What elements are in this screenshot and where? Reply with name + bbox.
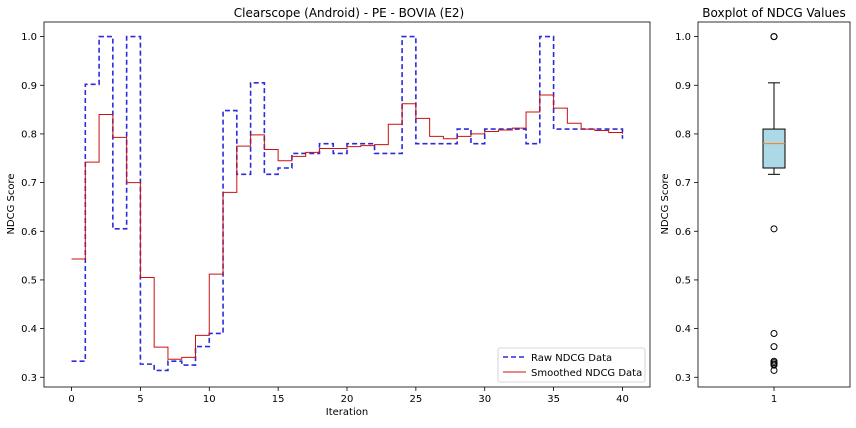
line-chart-x-axis-label: Iteration <box>326 407 368 418</box>
box-chart: Boxplot of NDCG Values 0.30.40.50.60.70.… <box>660 6 851 405</box>
y-tick-label: 1.0 <box>21 32 37 43</box>
outlier-point <box>770 33 778 41</box>
y-tick-label: 0.4 <box>21 324 37 335</box>
box-chart-title: Boxplot of NDCG Values <box>702 6 845 20</box>
legend-box <box>497 347 646 383</box>
line-chart-plot-area <box>71 35 624 372</box>
y-tick-label: 0.3 <box>675 373 691 384</box>
outlier-point <box>770 366 778 374</box>
x-tick-label: 1 <box>771 394 777 405</box>
x-tick-label: 10 <box>203 394 216 405</box>
x-tick-label: 30 <box>478 394 491 405</box>
x-tick-label: 5 <box>137 394 143 405</box>
legend: Raw NDCG Data Smoothed NDCG Data <box>497 347 646 383</box>
x-tick-label: 35 <box>547 394 560 405</box>
x-tick-label: 0 <box>68 394 74 405</box>
smoothed-ndcg-series <box>71 94 623 360</box>
y-tick-label: 0.6 <box>675 227 691 238</box>
x-tick-label: 40 <box>616 394 629 405</box>
legend-raw-label: Raw NDCG Data <box>531 353 612 364</box>
x-tick-label: 20 <box>341 394 354 405</box>
line-chart-y-axis-label: NDCG Score <box>6 173 17 234</box>
y-tick-label: 0.4 <box>675 324 691 335</box>
x-tick-label: 25 <box>409 394 422 405</box>
y-tick-label: 0.9 <box>21 81 37 92</box>
box-chart-plot-area <box>762 33 786 374</box>
line-chart-title: Clearscope (Android) - PE - BOVIA (E2) <box>234 6 465 20</box>
y-tick-label: 0.8 <box>675 129 691 140</box>
line-chart: Clearscope (Android) - PE - BOVIA (E2) 0… <box>6 6 651 418</box>
legend-smoothed-label: Smoothed NDCG Data <box>531 368 642 379</box>
y-tick-label: 0.9 <box>675 81 691 92</box>
box-chart-ticks: 0.3 0.4 0.5 0.6 0.7 0.8 0.9 1.0 1 <box>675 32 777 405</box>
y-tick-label: 0.6 <box>21 227 37 238</box>
raw-ndcg-series <box>71 35 624 372</box>
y-tick-label: 0.7 <box>21 178 37 189</box>
outlier-point <box>770 361 778 369</box>
y-tick-label: 0.7 <box>675 178 691 189</box>
line-chart-grid-ticks: 0 5 10 15 20 25 30 35 40 0.3 0.4 0.5 0.6 0.7 0.8 0.9 1.0 <box>21 32 629 405</box>
box-chart-y-axis-label: NDCG Score <box>660 173 671 234</box>
y-tick-label: 0.5 <box>675 275 691 286</box>
outlier-point <box>770 225 778 233</box>
y-tick-label: 0.8 <box>21 129 37 140</box>
y-tick-label: 0.5 <box>21 275 37 286</box>
y-tick-label: 0.3 <box>21 373 37 384</box>
outlier-point <box>770 343 778 351</box>
box-chart-frame <box>697 21 851 388</box>
outlier-point <box>770 329 778 337</box>
box-iqr <box>762 128 786 169</box>
line-chart-frame <box>43 21 651 388</box>
x-tick-label: 15 <box>272 394 285 405</box>
y-tick-label: 1.0 <box>675 32 691 43</box>
